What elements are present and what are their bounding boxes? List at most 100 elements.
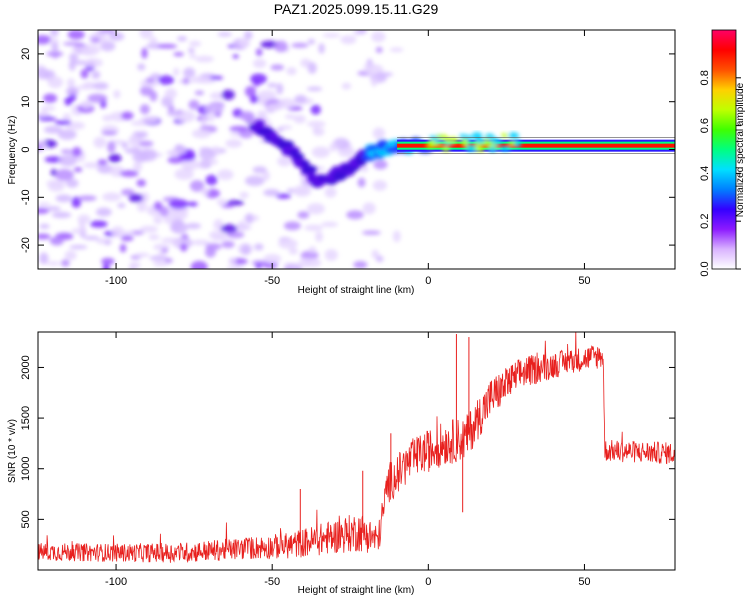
spectrogram-blob xyxy=(83,235,100,241)
spectrogram-blob xyxy=(321,221,339,227)
spectrogram-blob xyxy=(136,179,146,187)
spectrogram-blob xyxy=(189,53,197,59)
carrier-wiggle xyxy=(465,144,477,152)
spectrogram-blob xyxy=(371,249,380,259)
spectrogram-blob xyxy=(46,206,61,212)
spectrogram-blob xyxy=(113,89,121,99)
spectrogram-blob xyxy=(149,90,158,102)
spectrogram-blob xyxy=(60,149,73,154)
spectrogram-blob xyxy=(38,207,50,214)
spectrogram-blob xyxy=(46,261,61,266)
spectrogram-blob xyxy=(64,250,77,261)
spectrogram-blob xyxy=(329,142,338,152)
spectrogram-blob xyxy=(83,162,102,169)
spectrogram-blob xyxy=(68,52,79,62)
spectrogram-blob xyxy=(161,247,169,254)
spectrogram-blob xyxy=(185,222,202,229)
x-tick-label: -50 xyxy=(264,576,280,588)
spectrogram-blob xyxy=(39,223,50,229)
carrier-wiggle xyxy=(474,138,486,144)
spectrogram-blob xyxy=(277,98,296,109)
y-tick-label: 1500 xyxy=(20,406,32,430)
spectrogram-blob xyxy=(119,243,127,253)
carrier-wiggle xyxy=(441,146,451,152)
spectrogram-blob xyxy=(80,68,89,79)
spectrogram-blob xyxy=(252,58,267,69)
spectrogram-blob xyxy=(111,226,124,238)
spectrogram-blob xyxy=(244,86,257,97)
spectrogram-blob xyxy=(245,213,254,224)
spectrogram-blob xyxy=(252,166,267,174)
spectrogram-blob xyxy=(93,136,107,149)
spectrogram-blob xyxy=(141,192,150,203)
spectrogram-blob xyxy=(137,131,148,139)
spectrogram-blob xyxy=(372,127,386,140)
spectrogram-blob xyxy=(57,129,77,140)
spectrogram-blob xyxy=(149,255,169,261)
spectrogram-blob xyxy=(168,199,189,210)
spectrogram-blob xyxy=(353,260,368,269)
spectrogram-blob xyxy=(202,158,218,166)
colorbar-tick-label: 0.4 xyxy=(699,166,711,181)
spectrogram-blob xyxy=(149,36,158,44)
spectrogram-blob xyxy=(304,224,324,231)
spectrogram-x-label: Height of straight line (km) xyxy=(298,285,415,296)
spectrogram-blob xyxy=(270,64,285,71)
spectrogram-y-ticks: -20 -10 0 10 20 xyxy=(20,48,675,253)
spectrogram-blob xyxy=(38,202,51,207)
spectrogram-blob xyxy=(163,213,175,225)
spectrogram-blob xyxy=(191,239,210,246)
y-tick-label: -10 xyxy=(20,189,32,205)
spectrogram-blob xyxy=(209,92,226,100)
spectrogram-blob xyxy=(217,32,233,37)
spectrogram-blob xyxy=(274,40,288,53)
spectrogram-blob xyxy=(97,164,114,174)
x-tick-label: -50 xyxy=(264,275,280,287)
carrier-wiggle xyxy=(435,134,447,140)
spectrogram-blob xyxy=(190,260,208,269)
spectrogram-blob xyxy=(300,250,319,260)
spectrogram-blob xyxy=(221,240,235,249)
carrier-wiggle xyxy=(490,138,503,145)
spectrogram-blob xyxy=(128,261,137,269)
spectrogram-blob xyxy=(41,105,56,111)
spectrogram-blob xyxy=(137,140,154,147)
carrier-wiggle xyxy=(443,137,455,144)
spectrogram-blob xyxy=(232,54,239,59)
spectrogram-blob xyxy=(153,215,163,225)
snr-series-line xyxy=(38,332,675,564)
spectrogram-blob xyxy=(307,62,317,74)
colorbar-label: Normalized spectral amplitude xyxy=(735,82,746,217)
spectrogram-blob xyxy=(243,30,253,40)
carrier-wiggle xyxy=(460,138,469,146)
snr-y-ticks: 500 1000 1500 2000 xyxy=(20,355,675,529)
colorbar-tick-label: 0.0 xyxy=(699,261,711,276)
spectrogram-blob xyxy=(187,201,198,207)
carrier-wiggle xyxy=(476,147,485,153)
spectrogram-blob xyxy=(284,263,302,269)
spectrogram-blob xyxy=(375,46,383,54)
carrier-wiggle xyxy=(488,146,497,153)
spectrogram-blob xyxy=(294,94,307,104)
spectrogram-blob xyxy=(66,86,79,96)
ridge-blob xyxy=(278,140,295,148)
snr-x-ticks: -100 -50 0 50 xyxy=(105,332,591,588)
spectrogram-blob xyxy=(132,161,143,172)
spectrogram-blob xyxy=(311,146,330,158)
spectrogram-blob xyxy=(211,235,228,241)
spectrogram-blob xyxy=(174,168,194,180)
spectrogram-blob xyxy=(121,111,134,121)
spectrogram-blob xyxy=(324,249,338,261)
spectrogram-blob xyxy=(139,225,159,233)
spectrogram-blob xyxy=(119,170,139,178)
spectrogram-blob xyxy=(373,159,388,170)
spectrogram-blob xyxy=(360,165,369,173)
spectrogram-blob xyxy=(51,42,59,54)
spectrogram-blob xyxy=(174,145,187,154)
x-tick-label: 0 xyxy=(425,576,431,588)
spectrogram-blob xyxy=(153,201,163,211)
spectrogram-blob xyxy=(322,33,341,38)
spectrogram-blob xyxy=(267,82,278,88)
spectrogram-blob xyxy=(95,207,112,217)
spectrogram-blob xyxy=(392,230,401,243)
